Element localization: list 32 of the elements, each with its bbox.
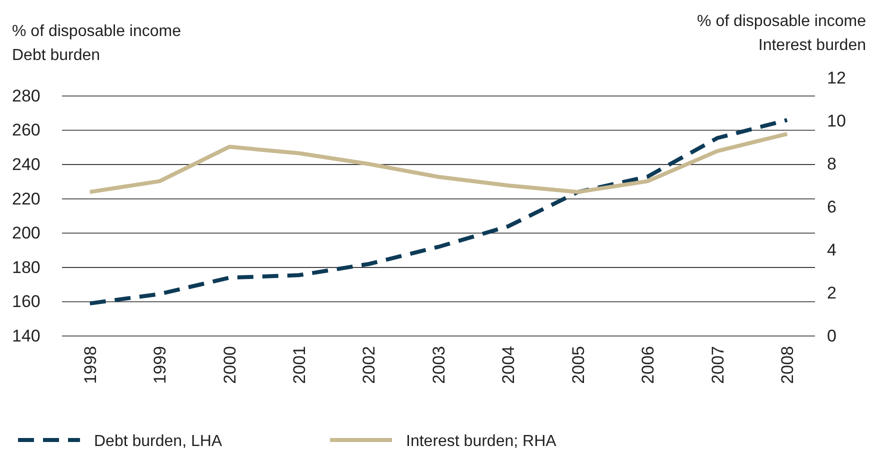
y-tick-label: 280	[12, 86, 40, 106]
y-tick-label: 200	[12, 224, 40, 243]
y2-tick-label: 8	[827, 154, 836, 174]
y2-tick-label: 4	[827, 240, 836, 260]
y2-tick-label: 6	[827, 197, 836, 216]
x-tick-label: 2008	[778, 346, 798, 384]
y-tick-label: 140	[12, 326, 40, 346]
x-tick-label: 1998	[80, 346, 100, 384]
x-tick-label: 2005	[568, 346, 588, 384]
x-tick-label: 2000	[220, 346, 240, 384]
x-tick-label: 1999	[150, 346, 170, 384]
x-tick-label: 2002	[360, 346, 379, 384]
y-tick-label: 220	[12, 189, 40, 208]
x-tick-label: 2006	[638, 346, 658, 384]
y-axis-title: % of disposable income Debt burden	[12, 23, 182, 64]
legend-label: Interest burden; RHA	[406, 433, 557, 450]
x-tick-label: 2004	[499, 346, 518, 384]
y2-tick-label: 2	[827, 283, 836, 302]
x-tick-label: 2001	[290, 346, 310, 384]
y2-axis-title: % of disposable income Interest burden	[697, 13, 866, 54]
legend-label: Debt burden, LHA	[94, 433, 222, 450]
x-tick-label: 2007	[708, 346, 728, 384]
y-tick-label: 180	[12, 258, 40, 277]
y-tick-label: 260	[12, 120, 40, 140]
line-series	[88, 132, 790, 194]
y2-tick-label: 10	[827, 111, 846, 130]
y-tick-label: 160	[12, 292, 40, 312]
x-tick-label: 2003	[429, 346, 448, 384]
y-tick-label: 240	[12, 155, 40, 174]
y2-tick-label: 0	[827, 326, 836, 346]
y2-tick-label: 12	[827, 68, 846, 88]
line-series	[88, 118, 790, 306]
